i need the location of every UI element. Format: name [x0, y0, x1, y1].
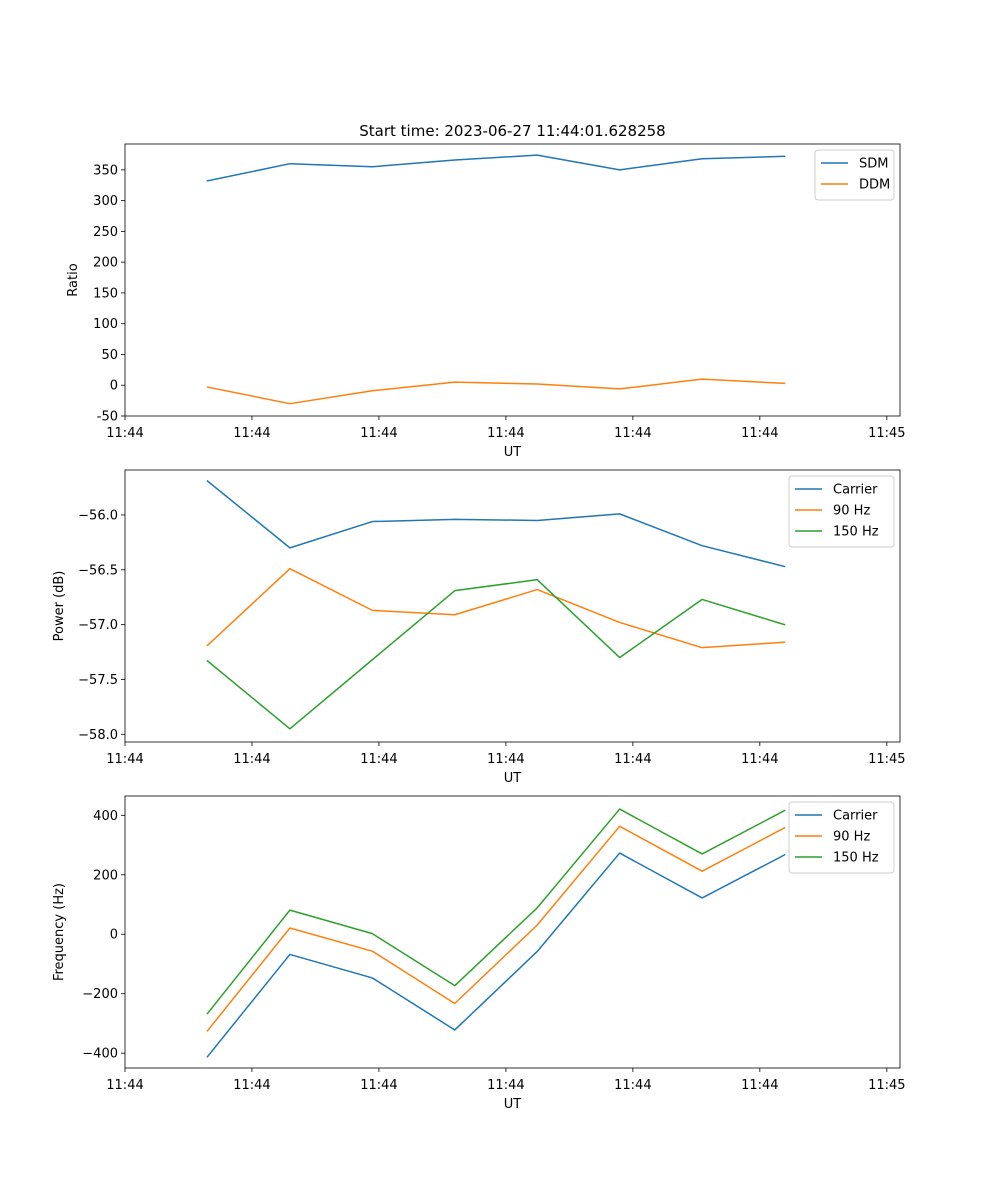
y-tick-label: 400 [93, 809, 118, 824]
legend-box [788, 475, 895, 548]
x-tick-label: 11:44 [233, 426, 270, 441]
legend-label: Carrier [833, 809, 878, 824]
x-tick-label: 11:44 [487, 426, 524, 441]
y-axis-label: Power (dB) [52, 571, 67, 642]
x-tick-label: 11:44 [487, 752, 524, 767]
y-tick-label: 200 [93, 868, 118, 883]
x-tick-label: 11:44 [360, 752, 397, 767]
y-axis-label: Ratio [66, 263, 81, 296]
y-tick-label: 200 [93, 256, 118, 271]
series-line-ddm [206, 378, 786, 405]
legend-label: 150 Hz [833, 525, 879, 540]
x-tick-label: 11:44 [741, 426, 778, 441]
x-tick-label: 11:44 [106, 426, 143, 441]
y-tick-label: 150 [93, 286, 118, 301]
chart-panel-3: 11:44 11:44 11:44 11:44 11:44 11:44 11:45 −400 −… [52, 795, 906, 1112]
series-line-90-hz [206, 567, 786, 649]
y-tick-label: −56.0 [78, 508, 118, 523]
legend-box [788, 801, 895, 874]
x-tick-label: 11:44 [233, 1078, 270, 1093]
y-tick-label: −57.5 [78, 673, 118, 688]
y-axis-label: Frequency (Hz) [52, 883, 67, 981]
legend-label: DDM [859, 178, 890, 193]
x-tick-label: 11:44 [106, 1078, 143, 1093]
series-line-150-hz [206, 578, 786, 730]
y-tick-label: 0 [110, 928, 118, 943]
y-tick-label: 100 [93, 317, 118, 332]
x-tick-label: 11:45 [868, 1078, 905, 1093]
axes-frame [124, 143, 901, 417]
y-tick-label: 50 [101, 348, 118, 363]
legend: SDM DDM [814, 149, 895, 201]
chart-panel-2: 11:44 11:44 11:44 11:44 11:44 11:44 11:45 −58.0… [52, 469, 906, 786]
series-line-carrier [206, 852, 786, 1058]
x-tick-label: 11:44 [360, 1078, 397, 1093]
x-axis-label: UT [504, 445, 522, 460]
legend-label: Carrier [833, 483, 878, 498]
figure-title: Start time: 2023-06-27 11:44:01.628258 [359, 122, 665, 140]
x-axis-label: UT [504, 1097, 522, 1112]
y-tick-label: −56.5 [78, 563, 118, 578]
x-tick-label: 11:44 [233, 752, 270, 767]
y-tick-label: -50 [97, 410, 118, 425]
legend-label: 150 Hz [833, 851, 879, 866]
y-tick-label: 300 [93, 194, 118, 209]
legend: Carrier 90 Hz 150 Hz [788, 475, 895, 548]
x-tick-label: 11:44 [741, 1078, 778, 1093]
y-tick-label: 0 [110, 379, 118, 394]
y-tick-label: 350 [93, 163, 118, 178]
x-tick-label: 11:44 [614, 1078, 651, 1093]
x-tick-label: 11:44 [487, 1078, 524, 1093]
y-tick-label: −57.0 [78, 618, 118, 633]
series-line-90-hz [206, 825, 786, 1032]
series-line-carrier [206, 479, 786, 568]
x-tick-label: 11:44 [614, 752, 651, 767]
legend-label: 90 Hz [833, 504, 870, 519]
x-tick-label: 11:44 [614, 426, 651, 441]
x-tick-label: 11:44 [741, 752, 778, 767]
x-tick-label: 11:45 [868, 752, 905, 767]
x-axis-label: UT [504, 771, 522, 786]
x-tick-label: 11:44 [360, 426, 397, 441]
legend-label: SDM [859, 157, 888, 172]
y-tick-label: 250 [93, 225, 118, 240]
x-tick-label: 11:44 [106, 752, 143, 767]
x-tick-label: 11:45 [868, 426, 905, 441]
y-tick-label: −200 [82, 987, 118, 1002]
legend-label: 90 Hz [833, 830, 870, 845]
y-tick-label: −58.0 [78, 728, 118, 743]
series-line-150-hz [206, 808, 786, 1015]
axes-frame [124, 795, 901, 1069]
series-line-sdm [206, 154, 786, 182]
legend: Carrier 90 Hz 150 Hz [788, 801, 895, 874]
y-tick-label: −400 [82, 1047, 118, 1062]
axes-frame [124, 469, 901, 743]
chart-panel-1: 11:44 11:44 11:44 11:44 11:44 11:44 11:45 -50 0 5… [66, 143, 906, 460]
